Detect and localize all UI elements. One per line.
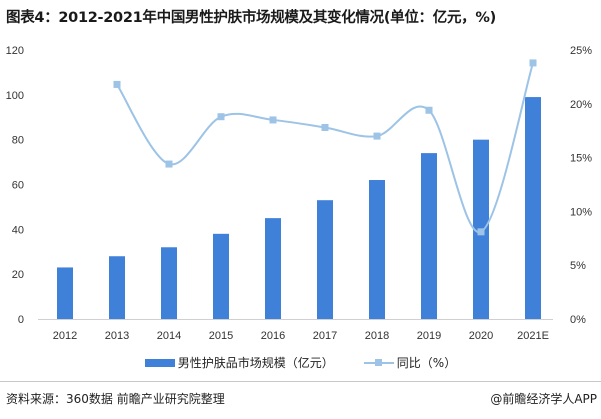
- yoy-point: [529, 59, 537, 67]
- y-left-tick-label: 0: [18, 314, 24, 326]
- y-left-tick-label: 120: [6, 45, 24, 57]
- brand-credit: @前瞻经济学人APP: [490, 392, 597, 406]
- yoy-point: [425, 106, 433, 114]
- legend: 男性护肤品市场规模（亿元） 同比（%）: [0, 354, 601, 371]
- yoy-point: [321, 123, 329, 131]
- x-tick-label: 2015: [209, 330, 233, 342]
- bar: [369, 180, 385, 319]
- yoy-point: [269, 116, 277, 124]
- divider: [0, 381, 601, 382]
- x-tick-label: 2016: [261, 330, 285, 342]
- x-tick-label: 2018: [365, 330, 389, 342]
- yoy-point: [217, 113, 225, 121]
- y-left-tick-label: 20: [12, 269, 24, 281]
- bar: [213, 233, 229, 319]
- yoy-point: [373, 132, 381, 140]
- legend-label: 同比（%）: [396, 356, 457, 370]
- legend-swatch-bar: [144, 358, 175, 367]
- y-right-tick-label: 0%: [570, 314, 586, 326]
- legend-label: 男性护肤品市场规模（亿元）: [177, 356, 334, 370]
- bar: [57, 267, 73, 319]
- legend-item-market-size: 男性护肤品市场规模（亿元）: [144, 354, 334, 371]
- x-tick-label: 2012: [53, 330, 77, 342]
- bar: [265, 218, 281, 319]
- x-tick-label: 2017: [313, 330, 337, 342]
- y-right-tick-label: 20%: [570, 99, 592, 111]
- chart: 0 20 40 60 80 100 120 0% 5% 10% 15% 20% 25% 2012 2013 2…: [6, 45, 593, 342]
- bar: [317, 200, 333, 319]
- x-tick-label: 2014: [157, 330, 181, 342]
- bar: [109, 256, 125, 319]
- legend-swatch-line: [363, 358, 394, 368]
- y-left-tick-label: 100: [6, 90, 24, 102]
- bar: [421, 153, 437, 319]
- source-note: 资料来源：360数据 前瞻产业研究院整理: [6, 392, 225, 406]
- yoy-point: [165, 160, 173, 168]
- yoy-point: [113, 80, 121, 88]
- y-right-tick-label: 10%: [570, 206, 592, 218]
- y-left-tick-label: 60: [12, 180, 24, 192]
- bar: [161, 247, 177, 319]
- yoy-point: [477, 228, 485, 236]
- legend-item-yoy: 同比（%）: [363, 354, 457, 371]
- y-left-tick-label: 40: [12, 224, 24, 236]
- chart-title: 图表4：2012-2021年中国男性护肤市场规模及其变化情况(单位：亿元，%): [6, 10, 496, 26]
- y-right-tick-label: 25%: [570, 45, 592, 57]
- x-tick-label: 2019: [417, 330, 441, 342]
- x-tick-label: 2013: [105, 330, 129, 342]
- bar: [525, 97, 541, 319]
- x-tick-label: 2020: [469, 330, 493, 342]
- y-left-tick-label: 80: [12, 135, 24, 147]
- y-right-tick-label: 5%: [570, 260, 586, 272]
- x-tick-label: 2021E: [517, 330, 549, 342]
- y-right-tick-label: 15%: [570, 153, 592, 165]
